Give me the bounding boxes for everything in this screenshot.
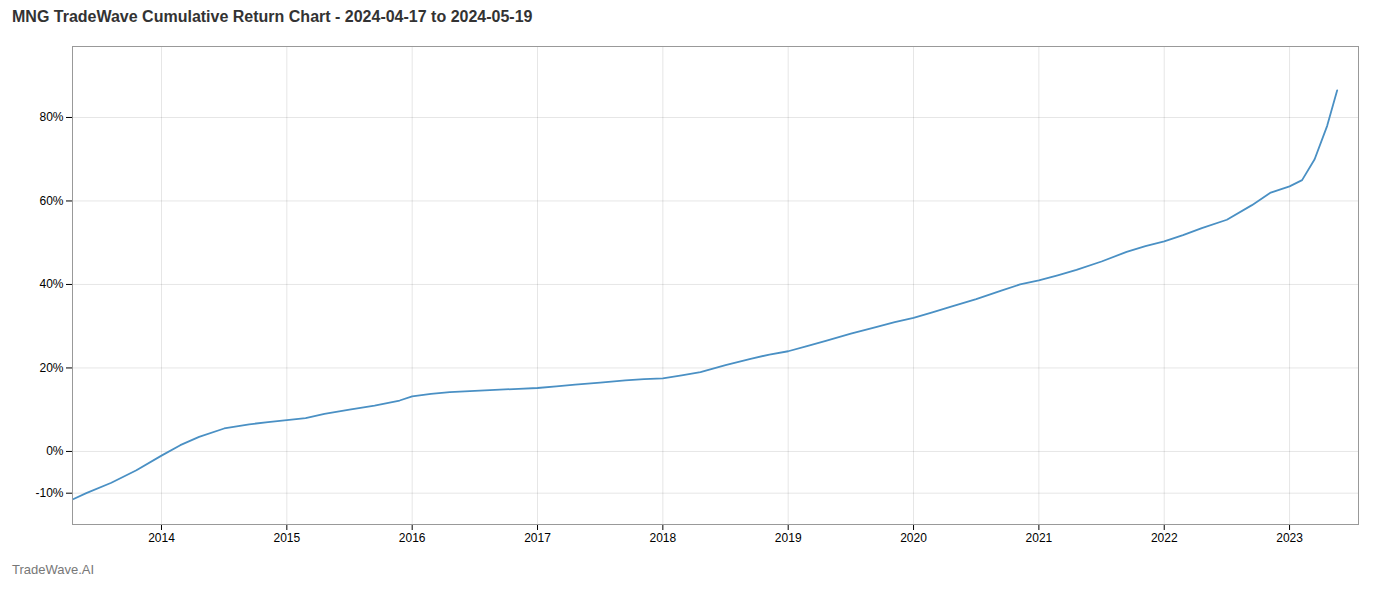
svg-text:2016: 2016 — [399, 531, 426, 545]
svg-text:2020: 2020 — [900, 531, 927, 545]
svg-text:2021: 2021 — [1026, 531, 1053, 545]
svg-text:0%: 0% — [46, 444, 64, 458]
svg-text:2022: 2022 — [1151, 531, 1178, 545]
svg-text:2017: 2017 — [524, 531, 551, 545]
svg-text:2015: 2015 — [273, 531, 300, 545]
html-text:MNG TradeWave Cumulative Retur: MNG TradeWave Cumulative Return Chart - … — [12, 8, 533, 25]
svg-text:40%: 40% — [39, 277, 63, 291]
svg-text:80%: 80% — [39, 110, 63, 124]
svg-text:60%: 60% — [39, 194, 63, 208]
svg-text:20%: 20% — [39, 361, 63, 375]
svg-text:-10%: -10% — [35, 486, 63, 500]
svg-text:2014: 2014 — [148, 531, 175, 545]
svg-text:2019: 2019 — [775, 531, 802, 545]
svg-text:2023: 2023 — [1276, 531, 1303, 545]
svg-text:2018: 2018 — [650, 531, 677, 545]
html-text:TradeWave.AI: TradeWave.AI — [12, 562, 95, 577]
